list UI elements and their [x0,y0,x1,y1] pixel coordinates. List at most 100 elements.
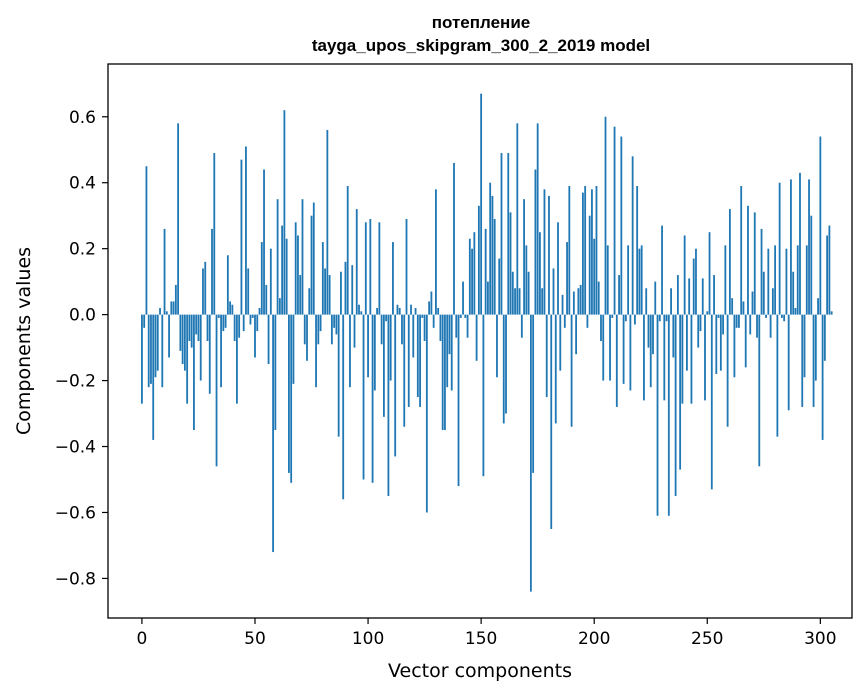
bar [294,222,297,315]
bar [738,314,740,328]
bar [204,261,207,315]
bar [432,314,435,328]
bar [771,288,774,315]
bar [154,314,157,378]
bar [360,311,363,315]
bar [206,314,209,341]
bar [548,195,550,315]
bar [704,314,706,401]
bar [272,314,274,553]
bar [152,314,155,440]
bar [401,314,403,345]
y-axis-label: Components values [13,247,35,435]
bar [405,218,408,315]
bar [493,218,496,315]
y-tick-label: 0.2 [69,240,96,260]
bar [299,275,302,315]
bar [475,314,478,361]
bar [276,199,279,315]
bar [803,314,806,378]
bar [444,314,446,431]
bar [581,192,584,315]
bar [609,314,611,381]
bar [780,314,783,318]
bar [274,314,277,431]
y-tick-label: −0.2 [55,372,96,392]
bar [394,314,397,457]
bar [376,308,379,315]
bar [340,271,342,315]
bar [550,314,553,529]
bar [245,146,247,315]
bar [324,268,326,315]
bar [618,275,620,315]
bar [303,314,306,345]
bar [640,245,643,315]
bar [288,314,290,473]
bar [627,245,630,315]
bar [407,314,410,407]
bar [676,275,679,315]
bar [722,314,725,335]
bar [249,314,252,325]
chart-subtitle: tayga_upos_skipgram_300_2_2019 model [312,36,650,55]
bar [430,291,433,315]
bar [150,314,152,384]
bar [396,304,399,315]
bar [615,314,618,407]
bar [371,314,374,483]
x-tick-label: 150 [465,629,497,649]
bar [557,222,559,315]
bar [706,311,709,315]
bar [774,245,777,315]
bar [821,314,824,440]
bar [416,314,419,398]
bar [143,314,146,328]
bar [174,284,177,315]
bar [222,314,225,332]
bar [315,314,317,388]
bar [441,314,444,431]
bar [310,215,313,315]
bar [695,248,697,315]
chart-title: потепление [432,13,530,32]
bar [588,215,591,315]
bar [462,281,464,315]
bar [254,314,256,358]
bar [606,245,609,315]
bar [141,314,143,404]
bar [532,314,535,473]
bar [509,212,512,315]
bar [147,314,150,388]
bar [597,281,600,315]
bar [269,248,272,315]
bar [344,261,347,315]
bar [611,314,614,318]
bar [364,222,367,315]
bar [181,314,184,365]
x-axis-label: Vector components [388,660,572,682]
bar [346,186,349,315]
bar [812,314,815,407]
bar [731,298,734,315]
bar [579,284,582,315]
bar [380,314,383,345]
bar [473,232,476,315]
bar [226,255,229,315]
bar [511,271,514,315]
bar [188,314,191,341]
bar [319,314,322,332]
bar [498,258,501,315]
bar [595,186,598,315]
bar [258,308,261,315]
bar [387,314,390,496]
bar [529,314,532,592]
bar [306,314,308,361]
bar [256,314,259,332]
bar [240,159,243,315]
bar [697,314,700,348]
bar [392,242,394,315]
bar [828,225,831,315]
bar [661,225,663,315]
